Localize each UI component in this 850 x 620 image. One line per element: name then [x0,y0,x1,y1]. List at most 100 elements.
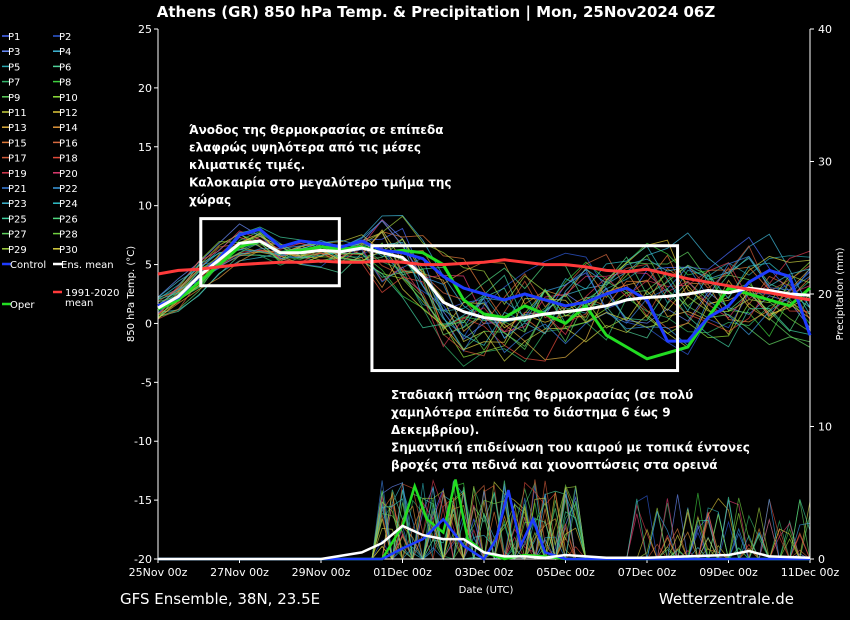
member-line-p24 [157,240,811,346]
plot-area: 25 20 15 10 5 0 -5 -10 -15 -20 40 30 20 10 0 25Nov 00z 2… [129,23,840,579]
x-tick-label: 25Nov 00z [129,566,188,579]
legend-label: P1 [8,32,20,43]
y-tick-label: -10 [134,435,152,448]
series-line-control [157,227,812,343]
member-precip-p23 [158,486,810,561]
member-line-p10 [157,234,811,358]
legend-label: P6 [59,62,71,73]
y-tick-label: -5 [141,376,152,389]
y-tick-label: -15 [134,494,152,507]
legend-label: P4 [59,47,71,58]
legend-label: P3 [8,47,20,58]
annotation-line: Σημαντική επιδείνωση του καιρού με τοπικ… [391,441,750,455]
legend-label: P17 [8,154,27,165]
legend-label: P27 [8,230,27,241]
annotation-2: Σταδιακή πτώση της θερμοκρασίας (σε πολύ… [391,388,750,472]
annotation-line: Σταδιακή πτώση της θερμοκρασίας (σε πολύ [391,388,693,402]
legend-label: P2 [59,32,71,43]
legend-label: P23 [8,199,27,210]
member-line-p6 [157,230,811,339]
highlight-box-1 [199,217,341,288]
legend-label: P9 [8,93,20,104]
legend-label: Ens. mean [61,260,114,271]
highlight-box-2 [370,244,680,373]
x-axis-label: Date (UTC) [459,585,514,596]
legend: P1 P2 P3 P4 P5 P6 P7 P8 P9 P10 P11 P12 P13 P14 P15 P16 P… [2,32,120,311]
legend-label: Oper [10,300,35,311]
precip-line-ens-mean [158,524,811,561]
legend-label: P29 [8,245,27,256]
legend-label: P8 [59,78,71,89]
x-tick-label: 29Nov 00z [292,566,351,579]
member-line-p17 [157,235,811,357]
legend-label: Control [10,260,46,271]
member-precip-p2 [158,487,810,560]
member-line-p28 [157,242,811,351]
y-tick-label: 0 [145,317,152,330]
legend-label: 1991-2020 [65,288,120,299]
x-tick-label: 09Dec 00z [699,566,758,579]
x-tick-label: 05Dec 00z [536,566,595,579]
annotations: Άνοδος της θερμοκρασίας σε επίπεδα ελαφρώ… [189,123,750,472]
x-tick-label: 27Nov 00z [210,566,269,579]
x-tick-label: 11Dec 00z [781,566,840,579]
chart-title: Athens (GR) 850 hPa Temp. & Precipitatio… [157,3,716,22]
legend-label: P18 [59,154,78,165]
legend-label: P22 [59,184,78,195]
legend-label: P21 [8,184,27,195]
legend-label: P24 [59,199,78,210]
legend-label: P13 [8,123,27,134]
annotation-line: κλιματικές τιμές. [189,158,305,172]
series-line-ens-mean [157,239,811,322]
legend-label: P5 [8,62,20,73]
legend-label: P11 [8,108,27,119]
y-tick-label: 10 [138,200,152,213]
precip-line-oper [158,479,810,561]
y2-tick-label: 40 [818,23,832,36]
legend-label: P26 [59,214,78,225]
annotation-line: Άνοδος της θερμοκρασίας σε επίπεδα [189,123,443,137]
member-line-p30 [157,232,811,351]
y2-tick-label: 30 [818,156,832,169]
member-precip-p13 [158,487,810,561]
legend-label: P16 [59,138,78,149]
y-tick-label: 25 [138,23,152,36]
annotation-line: ελαφρώς υψηλότερα από τις μέσες [189,141,421,155]
annotation-line: Δεκεμβρίου). [391,423,479,437]
member-precip-p24 [158,493,810,560]
y-tick-label: 20 [138,82,152,95]
y2-axis-label: Precipitation (mm) [835,247,846,340]
legend-label: P20 [59,169,78,180]
legend-label: P19 [8,169,27,180]
member-line-p12 [157,229,811,332]
annotation-line: βροχές στα πεδινά και χιονοπτώσεις στα ο… [391,458,718,472]
annotation-line: Καλοκαιρία στο μεγαλύτερο τμήμα της [189,176,452,190]
annotation-1: Άνοδος της θερμοκρασίας σε επίπεδα ελαφρώ… [189,123,452,207]
legend-label: P10 [59,93,78,104]
y2-tick-label: 0 [818,553,825,566]
x-tick-label: 01Dec 00z [373,566,432,579]
y2-tick-label: 10 [818,421,832,434]
series-line-1991-2020-mean [157,258,811,302]
y-tick-label: 5 [145,259,152,272]
legend-label: P28 [59,230,78,241]
y-axis-label: 850 hPa Temp. (°C) [126,246,137,342]
legend-label: P14 [59,123,78,134]
legend-label: P30 [59,245,78,256]
x-tick-label: 03Dec 00z [455,566,514,579]
legend-label: P25 [8,214,27,225]
member-line-p15 [157,231,811,334]
y-tick-label: 15 [138,141,152,154]
y-tick-label: -20 [134,553,152,566]
annotation-line: χαμηλότερα επίπεδα το διάστημα 6 έως 9 [391,406,671,420]
precip-line-control [158,489,810,561]
legend-label: P7 [8,78,20,89]
x-tick-label: 07Dec 00z [618,566,677,579]
footer-source: GFS Ensemble, 38N, 23.5E [120,590,320,608]
annotation-line: χώρας [189,193,231,207]
legend-label: mean [65,298,93,309]
y2-tick-label: 20 [818,288,832,301]
footer-site: Wetterzentrale.de [659,590,794,608]
legend-label: P15 [8,138,27,149]
